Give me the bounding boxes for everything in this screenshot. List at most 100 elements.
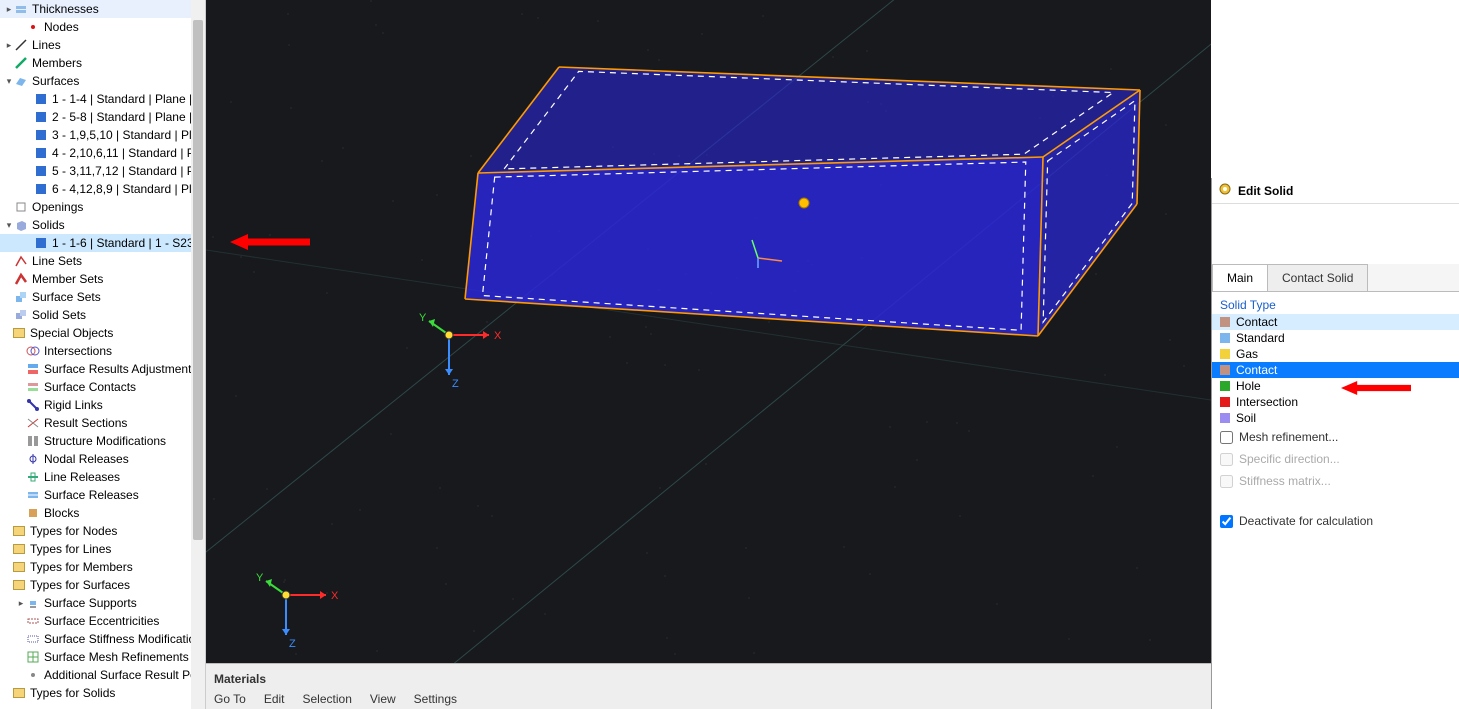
tree-item-30[interactable]: Types for Lines <box>0 540 205 558</box>
expander-icon[interactable]: ▸ <box>16 598 26 609</box>
tree-item-label: Surface Sets <box>32 290 101 304</box>
swatch-icon <box>34 164 48 178</box>
solid-type-soil[interactable]: Soil <box>1212 410 1459 426</box>
tree-item-12[interactable]: ▾Solids <box>0 216 205 234</box>
solid-type-contact[interactable]: Contact <box>1212 314 1459 330</box>
expander-icon[interactable]: ▾ <box>4 76 14 87</box>
tree-item-0[interactable]: ▸Thicknesses <box>0 0 205 18</box>
tree-item-5[interactable]: 1 - 1-4 | Standard | Plane | 1 - <box>0 90 205 108</box>
tree-item-label: Line Sets <box>32 254 82 268</box>
tree-item-label: Surface Releases <box>44 488 139 502</box>
expander-icon[interactable]: ▸ <box>4 4 14 15</box>
lineset-icon <box>14 254 28 268</box>
folder-icon <box>12 326 26 340</box>
deactivate-checkbox[interactable] <box>1220 515 1233 528</box>
panel-tabs: MainContact Solid <box>1212 264 1459 292</box>
tree-scrollbar-thumb[interactable] <box>193 20 203 540</box>
expander-icon[interactable]: ▾ <box>4 220 14 231</box>
tree-item-label: Surfaces <box>32 74 79 88</box>
solidset-icon <box>14 308 28 322</box>
bottom-menu-settings[interactable]: Settings <box>414 692 457 706</box>
panel-checkboxes: Mesh refinement...Specific direction...S… <box>1212 426 1459 492</box>
tree-item-31[interactable]: Types for Members <box>0 558 205 576</box>
tree-item-label: 5 - 3,11,7,12 | Standard | Plane <box>52 164 206 178</box>
tab-main[interactable]: Main <box>1212 264 1268 291</box>
tree-item-19[interactable]: Intersections <box>0 342 205 360</box>
model-tree[interactable]: ▸ThicknessesNodes▸Lines Members ▾ Surfaces 1… <box>0 0 206 709</box>
panel-title: Edit Solid <box>1238 184 1293 198</box>
tree-item-11[interactable]: Openings <box>0 198 205 216</box>
tree-item-1[interactable]: Nodes <box>0 18 205 36</box>
tree-item-label: Blocks <box>44 506 79 520</box>
solid-type-hole[interactable]: Hole <box>1212 378 1459 394</box>
tree-item-24[interactable]: Structure Modifications <box>0 432 205 450</box>
tree-item-20[interactable]: Surface Results Adjustments <box>0 360 205 378</box>
tree-item-29[interactable]: Types for Nodes <box>0 522 205 540</box>
tree-item-6[interactable]: 2 - 5-8 | Standard | Plane | 1 - <box>0 108 205 126</box>
tree-item-13[interactable]: 1 - 1-6 | Standard | 1 - S235J0 <box>0 234 205 252</box>
annotation-arrow-2 <box>1341 379 1411 397</box>
tree-item-18[interactable]: Special Objects <box>0 324 205 342</box>
tree-item-17[interactable]: Solid Sets <box>0 306 205 324</box>
swatch-icon <box>34 128 48 142</box>
swatch-icon <box>1220 381 1230 391</box>
tab-contact-solid[interactable]: Contact Solid <box>1267 264 1368 291</box>
3d-viewport[interactable]: XYZXYZ <box>206 0 1211 663</box>
tree-item-9[interactable]: 5 - 3,11,7,12 | Standard | Plane <box>0 162 205 180</box>
tree-item-7[interactable]: 3 - 1,9,5,10 | Standard | Plane <box>0 126 205 144</box>
tree-item-25[interactable]: Nodal Releases <box>0 450 205 468</box>
tree-item-label: Members <box>32 56 82 70</box>
solid-type-gas[interactable]: Gas <box>1212 346 1459 362</box>
tree-item-4[interactable]: ▾ Surfaces <box>0 72 205 90</box>
bottom-menu-view[interactable]: View <box>370 692 396 706</box>
smesh-icon <box>26 650 40 664</box>
svg-text:Z: Z <box>452 378 459 390</box>
tree-item-32[interactable]: Types for Surfaces <box>0 576 205 594</box>
bottom-menu-go-to[interactable]: Go To <box>214 692 246 706</box>
tree-item-27[interactable]: Surface Releases <box>0 486 205 504</box>
solid-type-label: Standard <box>1236 331 1285 345</box>
check-1: Specific direction... <box>1212 448 1459 470</box>
tree-scrollbar[interactable] <box>191 0 205 709</box>
tree-item-22[interactable]: Rigid Links <box>0 396 205 414</box>
edit-solid-panel: Edit Solid MainContact Solid Solid Type … <box>1211 178 1459 709</box>
tree-item-28[interactable]: Blocks <box>0 504 205 522</box>
scontact-icon <box>26 380 40 394</box>
check-0[interactable]: Mesh refinement... <box>1212 426 1459 448</box>
tree-item-34[interactable]: Surface Eccentricities <box>0 612 205 630</box>
swatch-icon <box>1220 349 1230 359</box>
expander-icon[interactable]: ▸ <box>4 40 14 51</box>
check-label: Specific direction... <box>1239 452 1340 466</box>
tree-item-38[interactable]: Types for Solids <box>0 684 205 702</box>
swatch-icon <box>34 182 48 196</box>
surfaceset-icon <box>14 290 28 304</box>
tree-item-8[interactable]: 4 - 2,10,6,11 | Standard | Plane <box>0 144 205 162</box>
tree-item-16[interactable]: Surface Sets <box>0 288 205 306</box>
tree-item-15[interactable]: Member Sets <box>0 270 205 288</box>
checkbox[interactable] <box>1220 431 1233 444</box>
tree-item-3[interactable]: Members <box>0 54 205 72</box>
tree-item-label: 6 - 4,12,8,9 | Standard | Plane <box>52 182 206 196</box>
solid-type-intersection[interactable]: Intersection <box>1212 394 1459 410</box>
bottom-menu-selection[interactable]: Selection <box>303 692 352 706</box>
tree-item-23[interactable]: Result Sections <box>0 414 205 432</box>
tree-item-label: Special Objects <box>30 326 113 340</box>
solid-type-contact[interactable]: Contact <box>1212 362 1459 378</box>
tree-item-33[interactable]: ▸Surface Supports <box>0 594 205 612</box>
tree-item-2[interactable]: ▸Lines <box>0 36 205 54</box>
tree-item-21[interactable]: Surface Contacts <box>0 378 205 396</box>
tree-item-35[interactable]: Surface Stiffness Modifications <box>0 630 205 648</box>
tree-item-14[interactable]: Line Sets <box>0 252 205 270</box>
bottom-menu-edit[interactable]: Edit <box>264 692 285 706</box>
tree-item-label: Surface Results Adjustments <box>44 362 197 376</box>
tree-item-10[interactable]: 6 - 4,12,8,9 | Standard | Plane <box>0 180 205 198</box>
solid-type-standard[interactable]: Standard <box>1212 330 1459 346</box>
deactivate-checkbox-row[interactable]: Deactivate for calculation <box>1212 510 1459 532</box>
solid-type-label: Gas <box>1236 347 1258 361</box>
panel-spacer <box>1212 204 1459 264</box>
rigid-icon <box>26 398 40 412</box>
tree-item-label: Additional Surface Result Points <box>44 668 206 682</box>
tree-item-26[interactable]: Line Releases <box>0 468 205 486</box>
tree-item-37[interactable]: Additional Surface Result Points <box>0 666 205 684</box>
tree-item-36[interactable]: Surface Mesh Refinements <box>0 648 205 666</box>
